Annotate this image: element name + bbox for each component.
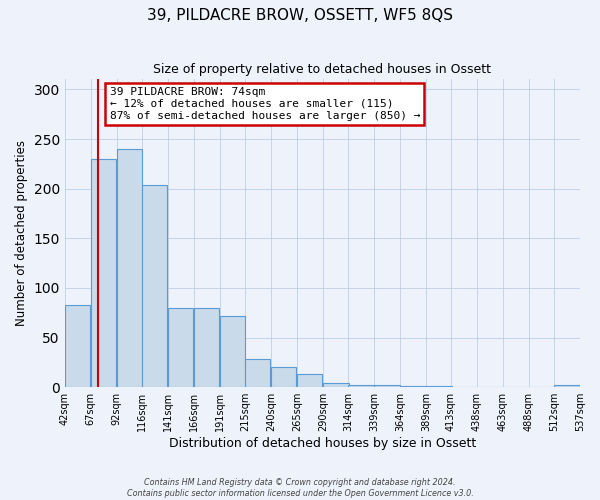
- Text: 39, PILDACRE BROW, OSSETT, WF5 8QS: 39, PILDACRE BROW, OSSETT, WF5 8QS: [147, 8, 453, 22]
- X-axis label: Distribution of detached houses by size in Ossett: Distribution of detached houses by size …: [169, 437, 476, 450]
- Bar: [117, 149, 142, 387]
- Bar: [194, 308, 220, 387]
- Bar: [271, 368, 296, 387]
- Title: Size of property relative to detached houses in Ossett: Size of property relative to detached ho…: [154, 62, 491, 76]
- Bar: [91, 159, 116, 387]
- Bar: [323, 383, 349, 387]
- Bar: [374, 385, 400, 387]
- Bar: [168, 308, 193, 387]
- Text: Contains HM Land Registry data © Crown copyright and database right 2024.
Contai: Contains HM Land Registry data © Crown c…: [127, 478, 473, 498]
- Bar: [298, 374, 322, 387]
- Bar: [400, 386, 425, 387]
- Bar: [349, 385, 374, 387]
- Text: 39 PILDACRE BROW: 74sqm
← 12% of detached houses are smaller (115)
87% of semi-d: 39 PILDACRE BROW: 74sqm ← 12% of detache…: [110, 88, 420, 120]
- Bar: [142, 184, 167, 387]
- Bar: [427, 386, 452, 387]
- Bar: [554, 385, 580, 387]
- Bar: [65, 305, 91, 387]
- Bar: [220, 316, 245, 387]
- Y-axis label: Number of detached properties: Number of detached properties: [15, 140, 28, 326]
- Bar: [245, 360, 271, 387]
